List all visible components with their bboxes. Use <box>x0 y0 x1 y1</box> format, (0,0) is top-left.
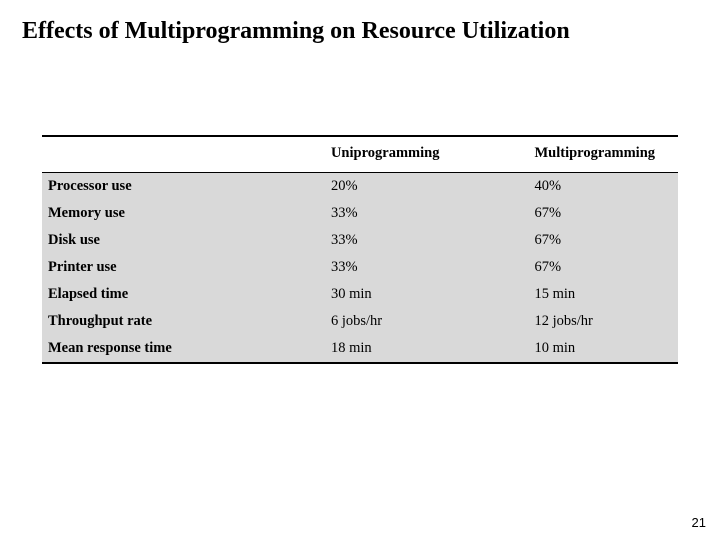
row-uni: 33% <box>271 227 475 254</box>
row-label: Mean response time <box>42 335 271 363</box>
row-multi: 67% <box>474 254 678 281</box>
row-uni: 6 jobs/hr <box>271 308 475 335</box>
row-label: Printer use <box>42 254 271 281</box>
table-row: Throughput rate 6 jobs/hr 12 jobs/hr <box>42 308 678 335</box>
row-label: Disk use <box>42 227 271 254</box>
table-row: Mean response time 18 min 10 min <box>42 335 678 363</box>
table-row: Processor use 20% 40% <box>42 173 678 201</box>
row-multi: 10 min <box>474 335 678 363</box>
table-body: Processor use 20% 40% Memory use 33% 67%… <box>42 173 678 364</box>
row-uni: 30 min <box>271 281 475 308</box>
table-header-row: Uniprogramming Multiprogramming <box>42 136 678 173</box>
page-number: 21 <box>692 515 706 530</box>
row-label: Memory use <box>42 200 271 227</box>
col-header-blank <box>42 136 271 173</box>
table-wrapper: Uniprogramming Multiprogramming Processo… <box>42 135 678 364</box>
row-label: Processor use <box>42 173 271 201</box>
slide-title: Effects of Multiprogramming on Resource … <box>22 18 698 45</box>
row-multi: 12 jobs/hr <box>474 308 678 335</box>
row-label: Elapsed time <box>42 281 271 308</box>
row-uni: 20% <box>271 173 475 201</box>
table-row: Elapsed time 30 min 15 min <box>42 281 678 308</box>
row-uni: 33% <box>271 200 475 227</box>
col-header-multi: Multiprogramming <box>474 136 678 173</box>
slide: Effects of Multiprogramming on Resource … <box>0 0 720 540</box>
row-multi: 40% <box>474 173 678 201</box>
col-header-uni: Uniprogramming <box>271 136 475 173</box>
row-uni: 18 min <box>271 335 475 363</box>
comparison-table: Uniprogramming Multiprogramming Processo… <box>42 135 678 364</box>
row-multi: 67% <box>474 200 678 227</box>
table-row: Disk use 33% 67% <box>42 227 678 254</box>
row-multi: 15 min <box>474 281 678 308</box>
table-row: Memory use 33% 67% <box>42 200 678 227</box>
row-multi: 67% <box>474 227 678 254</box>
table-row: Printer use 33% 67% <box>42 254 678 281</box>
row-uni: 33% <box>271 254 475 281</box>
row-label: Throughput rate <box>42 308 271 335</box>
